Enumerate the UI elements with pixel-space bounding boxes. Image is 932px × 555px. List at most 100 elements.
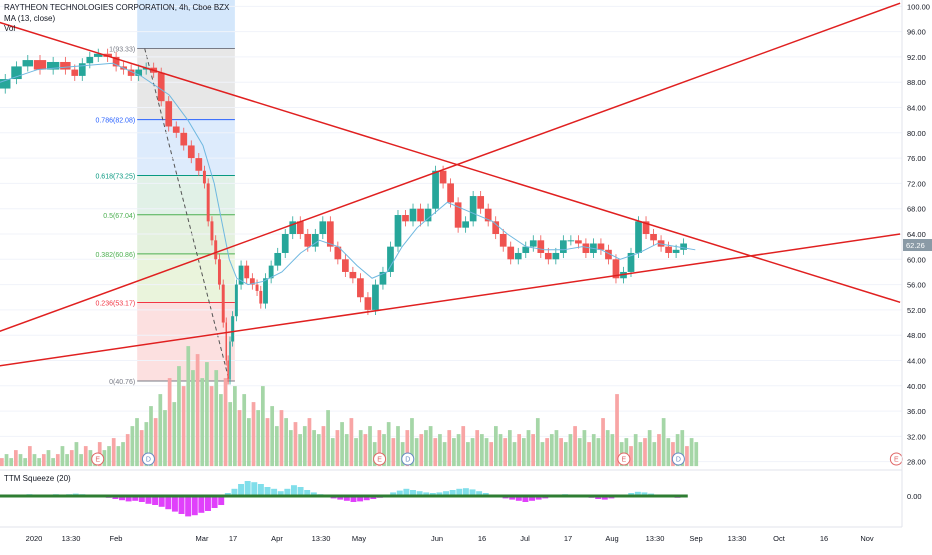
time-tick-13: 13:30	[646, 534, 665, 543]
price-tick-4: 84.00	[907, 104, 926, 113]
volume-bar-82	[382, 434, 386, 467]
candle-body-1	[11, 66, 22, 80]
volume-bar-103	[480, 434, 484, 467]
volume-bar-117	[545, 438, 549, 467]
candle-body-48	[326, 221, 334, 247]
price-axis[interactable]: 100.00 96.00 92.00 88.00 84.00 80.00 76.00 72.0…	[901, 0, 932, 527]
time-tick-15: 13:30	[728, 534, 747, 543]
volume-bar-79	[368, 426, 372, 467]
volume-bar-111	[517, 434, 522, 467]
candle-body-64	[447, 183, 454, 203]
event-circle-5	[671, 452, 685, 466]
candle-body-84	[597, 243, 605, 250]
volume-bar-145	[675, 434, 680, 467]
candle-body-93	[665, 246, 672, 253]
volume-bar-13	[60, 446, 65, 467]
volume-bar-138	[643, 438, 647, 467]
volume-bar-32	[149, 406, 153, 467]
event-circle-3	[401, 452, 415, 466]
volume-bar-118	[549, 434, 554, 467]
squeeze-bar-63	[416, 491, 423, 496]
volume-bar-128	[596, 438, 601, 467]
price-tick-18: 28.00	[907, 458, 926, 467]
current-price-badge	[903, 239, 932, 252]
volume-bar-51	[237, 410, 242, 467]
candle-body-66	[462, 221, 469, 228]
candle-body-34	[238, 265, 244, 285]
squeeze-bar-46	[304, 490, 311, 496]
volume-bar-99	[461, 426, 466, 467]
volume-bar-22	[102, 450, 107, 467]
time-tick-5: Apr	[271, 534, 283, 543]
price-tick-13: 48.00	[907, 331, 926, 340]
squeeze-bar-59	[390, 492, 397, 496]
volume-bar-18	[83, 446, 88, 467]
volume-bar-122	[568, 434, 573, 467]
volume-bar-69	[321, 426, 326, 467]
volume-bar-86	[400, 442, 405, 467]
time-axis[interactable]: 2020 13:30 Feb Mar 17 Apr 13:30 May Jun 16 Jul 17 Au…	[26, 534, 874, 543]
squeeze-bar-81	[535, 496, 542, 500]
volume-bar-47	[219, 394, 223, 467]
squeeze-bar-18	[119, 496, 125, 501]
price-tick-2: 92.00	[907, 53, 926, 62]
candle-body-92	[657, 240, 665, 247]
volume-bar-112	[521, 438, 526, 467]
squeeze-bar-41	[271, 488, 278, 496]
volume-bar-114	[531, 434, 536, 467]
fibonacci-retracement[interactable]: 1(93.33) 0.786(82.08) 0.618(73.25) 0.5(67.0…	[95, 0, 235, 386]
squeeze-bar-24	[158, 496, 165, 507]
volume-bar-25	[116, 446, 121, 467]
time-tick-7: May	[352, 534, 366, 543]
volume-bar-38	[177, 366, 181, 467]
candle-body-25	[210, 221, 214, 241]
price-tick-5: 80.00	[907, 129, 926, 138]
candle-body-4	[46, 61, 60, 70]
price-tick-17: 32.00	[907, 432, 926, 441]
volume-bar-74	[344, 434, 349, 467]
candle-body-33	[234, 284, 238, 317]
candle-body-20	[180, 132, 188, 146]
volume-bar-95	[442, 442, 447, 467]
volume-bar-60	[279, 410, 284, 467]
squeeze-bar-47	[310, 492, 317, 496]
volume-bar-30	[139, 430, 144, 467]
event-circle-0	[91, 452, 105, 466]
candle-body-54	[372, 284, 379, 310]
volume-bar-46	[214, 370, 219, 467]
candle-body-63	[439, 170, 447, 184]
candle-body-36	[249, 278, 255, 285]
price-tick-9: 64.00	[907, 230, 926, 239]
vol-legend[interactable]: Vol	[4, 24, 16, 33]
price-tick-10: 60.00	[907, 255, 926, 264]
price-tick-11: 56.00	[907, 281, 926, 290]
candle-body-67	[469, 196, 477, 222]
volume-bar-44	[205, 362, 209, 467]
squeeze-bar-97	[641, 492, 648, 496]
candle-body-69	[484, 208, 492, 222]
volume-bar-93	[433, 438, 438, 467]
time-tick-2: Feb	[110, 534, 123, 543]
candle-body-78	[552, 252, 560, 260]
squeeze-bar-42	[277, 491, 284, 496]
volume-bar-84	[391, 438, 396, 467]
symbol-title[interactable]: RAYTHEON TECHNOLOGIES CORPORATION, 4h, C…	[4, 3, 230, 12]
price-tick-8: 68.00	[907, 205, 926, 214]
trendline-0	[0, 21, 901, 304]
volume-bar-48	[223, 378, 228, 467]
volume-bar-109	[507, 430, 512, 467]
volume-bar-127	[591, 434, 596, 467]
squeeze-bar-39	[257, 484, 264, 496]
ma-legend[interactable]: MA (13, close)	[4, 14, 56, 23]
candle-body-35	[244, 265, 250, 279]
volume-bar-71	[330, 438, 335, 467]
candle-body-72	[507, 246, 515, 260]
fib-label-4: 0.382(60.86)	[95, 252, 135, 259]
squeeze-legend[interactable]: TTM Squeeze (20)	[4, 474, 71, 483]
squeeze-bar-44	[290, 485, 297, 496]
volume-bar-12	[55, 454, 60, 467]
trendlines[interactable]	[0, 2, 901, 367]
candle-body-13	[127, 69, 135, 76]
